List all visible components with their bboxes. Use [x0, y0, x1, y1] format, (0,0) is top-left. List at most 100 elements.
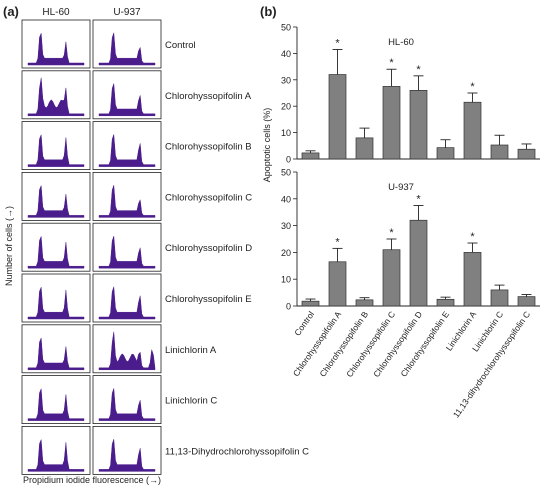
bar-charts: 0 10 20 30 40 50 HL-60 * * * * 0 10 20 30 40 50 U-937 Cont…: [281, 23, 540, 420]
histogram-panel: [21, 19, 91, 69]
histogram-panel: [92, 70, 162, 120]
histogram-area: [98, 331, 156, 371]
y-tick-label: 30: [281, 221, 291, 231]
histogram-panel: [21, 70, 91, 120]
significance-marker: *: [416, 194, 421, 206]
histogram-area: [27, 388, 85, 421]
y-tick-label: 10: [281, 275, 291, 285]
chart-title: HL-60: [388, 37, 414, 48]
histogram-panel: [21, 375, 91, 425]
panel-a-ylabel: Number of cells (→): [4, 206, 14, 286]
row-label: Linichlorin C: [165, 396, 217, 407]
y-tick-label: 50: [281, 168, 291, 178]
y-tick-label: 40: [281, 194, 291, 204]
chart-title: U-937: [388, 182, 414, 193]
col-header-hl60: HL-60: [42, 7, 70, 18]
row-label: Chlorohyssopifolin A: [165, 91, 252, 102]
bar: [355, 137, 374, 160]
histogram-area: [27, 185, 85, 218]
histogram-area: [98, 388, 156, 421]
histogram-panel: [21, 324, 91, 374]
bar: [436, 298, 455, 307]
histogram-panel: [21, 121, 91, 170]
y-tick-label: 0: [286, 155, 291, 165]
histogram-area: [27, 439, 85, 472]
histogram-area: [98, 235, 156, 269]
panel-b-label: (b): [260, 4, 277, 19]
histogram-area: [98, 439, 156, 472]
row-label: Linichlorin A: [165, 345, 217, 356]
bar: [301, 152, 320, 160]
histogram-panel: [21, 273, 91, 323]
histogram-panel: [92, 375, 162, 425]
histogram-area: [98, 286, 156, 320]
x-tick-label: Chlorohyssopifolin D: [371, 309, 424, 379]
bar-chart-u-937: 0 10 20 30 40 50 U-937 Control * Chlorohyssopifol…: [281, 168, 540, 420]
bar: [409, 219, 428, 307]
histogram-area: [27, 33, 85, 66]
row-label: Chlorohyssopifolin E: [165, 294, 252, 305]
col-header-u937: U-937: [113, 7, 141, 18]
significance-marker: *: [389, 57, 394, 69]
bar: [301, 300, 320, 307]
significance-marker: *: [335, 37, 340, 49]
significance-marker: *: [470, 231, 475, 243]
row-label: 11,13-Dihydrochlorohyssopifolin C: [165, 446, 309, 457]
histogram-area: [27, 287, 85, 320]
histogram-area: [27, 337, 85, 371]
histogram-panel: [21, 222, 91, 272]
x-tick-label: Control: [292, 309, 316, 337]
histogram-area: [98, 83, 156, 117]
bar-chart-hl-60: 0 10 20 30 40 50 HL-60 * * * *: [281, 23, 540, 165]
histogram-panel: [92, 171, 162, 221]
y-tick-label: 0: [286, 302, 291, 312]
histogram-area: [27, 134, 85, 167]
bar: [409, 90, 428, 160]
histogram-panel: [92, 222, 162, 272]
significance-marker: *: [389, 227, 394, 239]
row-label: Chlorohyssopifolin B: [165, 142, 252, 153]
bar: [382, 249, 401, 307]
bar: [463, 101, 482, 160]
bar: [463, 252, 482, 307]
panel-b-ylabel: Apoptotic cells (%): [262, 108, 272, 183]
bar: [436, 147, 455, 160]
histogram-panel: [92, 19, 162, 69]
histogram-panel: [92, 273, 162, 323]
bar: [517, 296, 536, 307]
histogram-area: [98, 185, 156, 218]
bar: [490, 289, 509, 307]
row-label: Chlorohyssopifolin C: [165, 192, 252, 203]
significance-marker: *: [335, 236, 340, 248]
x-tick-label: Chlorohyssopifolin E: [399, 309, 452, 378]
histogram-grid: Control Chlorohyssopifolin A Chlorohyssopi…: [21, 19, 309, 475]
histogram-area: [27, 77, 85, 117]
bar: [328, 74, 347, 160]
significance-marker: *: [416, 64, 421, 76]
bar: [328, 261, 347, 307]
histogram-area: [98, 32, 156, 66]
histogram-panel: [92, 121, 162, 170]
y-tick-label: 10: [281, 128, 291, 138]
histogram-area: [98, 134, 156, 167]
panel-a-xlabel: Propidium iodide fluorescence (→): [23, 475, 161, 485]
y-tick-label: 40: [281, 49, 291, 59]
bar: [382, 86, 401, 160]
histogram-panel: [21, 171, 91, 221]
histogram-panel: [92, 425, 162, 475]
significance-marker: *: [470, 81, 475, 93]
x-tick-label: Chlorohyssopifolin B: [318, 309, 371, 378]
histogram-area: [27, 236, 85, 269]
histogram-panel: [21, 425, 91, 475]
y-tick-label: 20: [281, 102, 291, 112]
y-tick-label: 30: [281, 75, 291, 85]
panel-a-label: (a): [3, 4, 19, 19]
bar: [490, 144, 509, 160]
y-tick-label: 50: [281, 23, 291, 33]
y-tick-label: 20: [281, 248, 291, 258]
x-tick-label: Chlorohyssopifolin C: [344, 309, 397, 379]
row-label: Chlorohyssopifolin D: [165, 243, 252, 254]
x-tick-label: Chlorohyssopifolin A: [291, 309, 344, 378]
histogram-panel: [92, 324, 162, 374]
